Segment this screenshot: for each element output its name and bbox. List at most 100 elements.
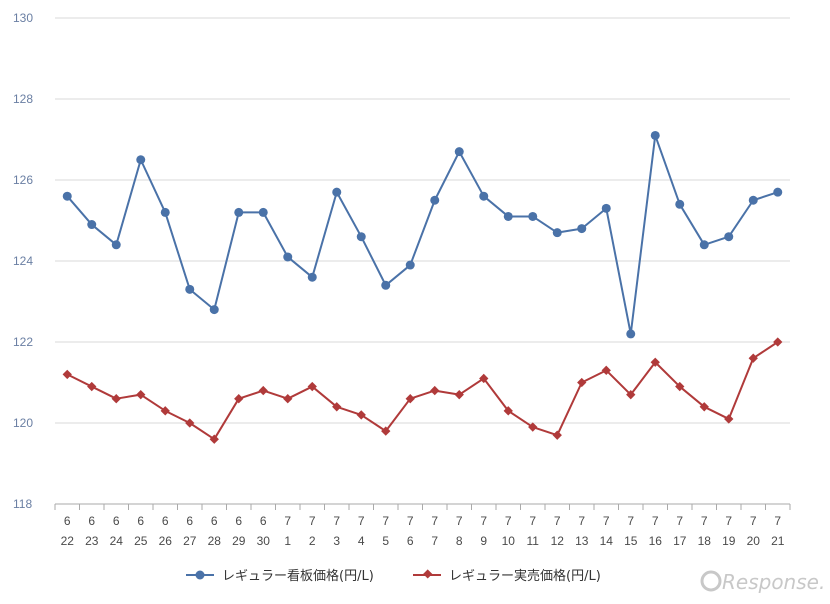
- data-point: [185, 284, 195, 294]
- x-tick-label-month: 6: [211, 514, 218, 528]
- data-point: [356, 410, 366, 420]
- x-tick-label-month: 7: [725, 514, 732, 528]
- x-tick-label-month: 7: [603, 514, 610, 528]
- y-tick-label: 118: [13, 497, 32, 511]
- x-tick-label-month: 7: [358, 514, 365, 528]
- x-tick-label-day: 30: [257, 534, 271, 548]
- data-point: [258, 385, 268, 396]
- data-point: [356, 232, 366, 242]
- y-tick-label: 130: [13, 11, 33, 25]
- x-tick-label-month: 7: [382, 514, 389, 528]
- x-tick-label-month: 6: [64, 514, 71, 528]
- x-tick-label-day: 12: [551, 534, 565, 548]
- x-tick-label-month: 6: [260, 514, 267, 528]
- grid-lines: [55, 17, 790, 424]
- data-point: [381, 426, 391, 436]
- y-tick-label: 120: [13, 416, 33, 430]
- x-tick-label-day: 17: [673, 534, 687, 548]
- data-point: [234, 207, 244, 217]
- x-tick-label-day: 11: [527, 534, 540, 548]
- x-tick-label-day: 18: [698, 534, 712, 548]
- data-point: [209, 434, 219, 444]
- data-point: [503, 211, 513, 221]
- legend-label-signboard: レギュラー看板価格(円/L): [222, 568, 374, 584]
- data-point: [699, 240, 709, 250]
- data-point: [699, 402, 709, 412]
- x-tick-label-day: 28: [208, 534, 222, 548]
- data-point: [675, 199, 685, 209]
- x-tick-label-month: 7: [480, 514, 487, 528]
- x-tick-label-day: 4: [358, 534, 365, 548]
- data-point: [307, 381, 317, 392]
- data-point: [62, 369, 72, 380]
- x-tick-label-month: 7: [333, 514, 340, 528]
- data-point: [479, 191, 489, 201]
- data-point: [430, 195, 440, 205]
- data-point: [405, 394, 415, 404]
- data-point: [62, 191, 72, 201]
- legend-marker-signboard: [195, 570, 205, 580]
- data-point: [773, 187, 783, 197]
- x-tick-label-day: 2: [309, 534, 316, 548]
- data-point: [283, 252, 293, 262]
- x-tick-label-day: 14: [600, 534, 614, 548]
- data-point: [185, 418, 195, 428]
- x-tick-label-day: 24: [110, 534, 124, 548]
- x-tick-label-month: 7: [627, 514, 634, 528]
- x-tick-label-day: 26: [159, 534, 173, 548]
- data-point: [430, 385, 440, 396]
- data-point: [552, 430, 562, 440]
- series-line-1: [66, 341, 779, 441]
- data-point: [577, 224, 587, 234]
- x-tick-label-day: 7: [431, 534, 438, 548]
- x-tick-label-day: 27: [183, 534, 197, 548]
- data-point: [724, 414, 734, 424]
- data-point: [454, 147, 464, 157]
- data-point: [528, 211, 538, 221]
- data-point: [626, 389, 636, 400]
- data-point: [283, 394, 293, 404]
- series-line-0: [66, 134, 779, 335]
- data-point: [332, 187, 342, 197]
- plot-area: [62, 130, 783, 444]
- data-point: [160, 406, 170, 416]
- data-point: [332, 402, 342, 412]
- x-axis: 6226236246256266276286296307172737475767…: [54, 503, 791, 548]
- x-tick-label-day: 16: [649, 534, 663, 548]
- x-tick-label-day: 21: [771, 534, 785, 548]
- x-tick-label-day: 19: [722, 534, 736, 548]
- x-tick-label-month: 7: [431, 514, 438, 528]
- x-tick-label-day: 22: [61, 534, 75, 548]
- data-point: [748, 195, 758, 205]
- watermark-logo-icon: [700, 570, 722, 592]
- x-tick-label-month: 6: [113, 514, 120, 528]
- x-tick-label-month: 6: [235, 514, 242, 528]
- x-tick-label-month: 7: [309, 514, 316, 528]
- x-tick-label-month: 7: [750, 514, 757, 528]
- data-point: [381, 280, 391, 290]
- x-tick-label-month: 7: [774, 514, 781, 528]
- x-tick-label-day: 29: [232, 534, 246, 548]
- data-point: [111, 240, 121, 250]
- data-point: [111, 394, 121, 404]
- x-tick-label-day: 5: [382, 534, 389, 548]
- y-tick-label: 124: [13, 254, 33, 268]
- data-point: [307, 272, 317, 282]
- legend-marker-actual: [423, 569, 433, 579]
- x-tick-label-month: 7: [407, 514, 414, 528]
- data-point: [160, 207, 170, 217]
- data-point: [552, 228, 562, 238]
- x-tick-label-day: 23: [85, 534, 99, 548]
- data-point: [136, 155, 146, 165]
- watermark-text: Response.: [722, 570, 825, 594]
- data-point: [773, 337, 783, 347]
- y-tick-label: 128: [13, 92, 33, 106]
- data-point: [258, 207, 268, 217]
- data-point: [650, 130, 660, 140]
- x-tick-label-month: 7: [676, 514, 683, 528]
- x-tick-label-month: 7: [554, 514, 561, 528]
- x-tick-label-day: 9: [480, 534, 487, 548]
- response-watermark: Response.: [700, 570, 825, 594]
- legend-label-actual: レギュラー実売価格(円/L): [449, 568, 601, 584]
